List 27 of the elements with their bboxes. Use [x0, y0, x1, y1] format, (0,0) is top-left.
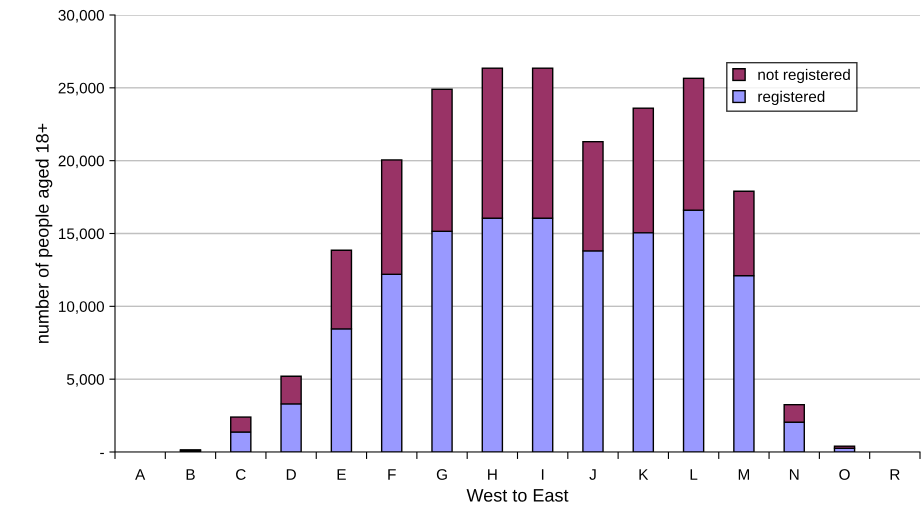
x-tick-label: J: [589, 469, 596, 480]
x-tick-label: L: [690, 469, 698, 480]
y-axis-title: number of people aged 18+: [35, 124, 52, 343]
x-tick-label: R: [890, 469, 900, 480]
x-axis-title: West to East: [466, 489, 568, 502]
x-tick-label: F: [388, 469, 396, 480]
y-tick-label: 25,000: [58, 82, 104, 96]
x-tick-label: E: [338, 469, 346, 480]
x-tick-label: I: [542, 469, 544, 480]
x-tick-label: G: [436, 469, 447, 480]
x-tick-label: A: [135, 469, 146, 480]
x-tick-label: N: [790, 469, 798, 480]
x-tick-label: K: [639, 469, 648, 480]
x-tick-label: C: [236, 469, 246, 480]
x-tick-label: M: [738, 469, 750, 480]
x-tick-label: D: [286, 469, 296, 480]
legend-label: registered: [758, 90, 824, 106]
x-tick-label: H: [488, 469, 497, 480]
x-tick-label: O: [839, 469, 850, 480]
x-tick-label: B: [186, 469, 195, 480]
y-tick-label: 10,000: [59, 301, 104, 314]
legend-label: not registered: [758, 68, 850, 84]
y-tick-label: 20,000: [58, 156, 104, 168]
y-tick-label: 15,000: [59, 228, 104, 241]
y-tick-label: 30,000: [58, 10, 104, 22]
y-tick-label: 5,000: [66, 374, 104, 387]
y-tick-label: -: [100, 452, 104, 454]
